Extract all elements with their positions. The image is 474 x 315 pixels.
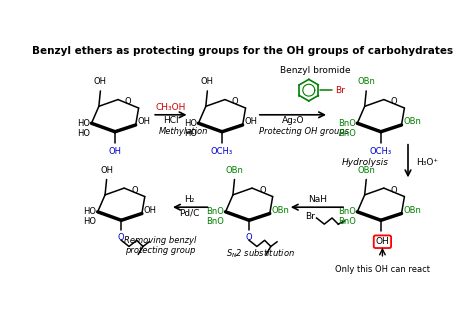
Text: BnO: BnO (338, 119, 356, 128)
Text: O: O (246, 232, 253, 242)
Text: BnO: BnO (338, 129, 356, 138)
Text: OCH₃: OCH₃ (370, 147, 392, 156)
Text: OBn: OBn (357, 166, 375, 175)
Text: OBn: OBn (403, 117, 421, 126)
Text: H₂: H₂ (184, 195, 195, 204)
Text: OBn: OBn (226, 166, 244, 175)
Text: Br: Br (335, 86, 345, 95)
Text: HO: HO (77, 129, 90, 138)
Text: O: O (259, 186, 266, 195)
Text: Benzyl ethers as protecting groups for the OH groups of carbohydrates: Benzyl ethers as protecting groups for t… (32, 45, 454, 55)
Text: HCl: HCl (163, 117, 179, 125)
Text: H₃O⁺: H₃O⁺ (416, 158, 438, 167)
Text: HO: HO (77, 119, 90, 128)
Text: OH: OH (201, 77, 214, 86)
Text: Hydrolysis: Hydrolysis (342, 158, 389, 167)
Text: OBn: OBn (271, 206, 289, 215)
Text: OBn: OBn (357, 77, 375, 86)
Text: OH: OH (137, 117, 150, 126)
Text: HO: HO (184, 129, 197, 138)
Text: Only this OH can react: Only this OH can react (335, 265, 430, 274)
Text: BnO: BnO (338, 207, 356, 216)
Text: Removing benzyl
protecting group: Removing benzyl protecting group (124, 236, 196, 255)
Text: O: O (125, 97, 132, 106)
Text: HO: HO (83, 207, 96, 216)
Text: O: O (232, 97, 238, 106)
Text: OH: OH (244, 117, 257, 126)
Text: O: O (131, 186, 138, 195)
Text: OBn: OBn (403, 206, 421, 215)
Text: CH₃OH: CH₃OH (155, 103, 186, 112)
Text: O: O (118, 232, 125, 242)
Text: BnO: BnO (338, 217, 356, 226)
Text: OH: OH (100, 166, 113, 175)
Text: HO: HO (83, 217, 96, 226)
Text: OH: OH (94, 77, 107, 86)
Text: BnO: BnO (206, 207, 224, 216)
Text: O: O (391, 186, 397, 195)
Text: OH: OH (109, 147, 121, 156)
Text: $S_N$2 substitution: $S_N$2 substitution (226, 247, 295, 260)
Text: Methylation: Methylation (158, 127, 208, 136)
Text: NaH: NaH (308, 195, 327, 204)
Text: BnO: BnO (206, 217, 224, 226)
Text: O: O (391, 97, 397, 106)
Text: Br: Br (305, 212, 315, 221)
Text: OCH₃: OCH₃ (211, 147, 233, 156)
Text: HO: HO (184, 119, 197, 128)
Text: OH: OH (144, 206, 156, 215)
Text: Benzyl bromide: Benzyl bromide (280, 66, 350, 75)
Text: OH: OH (375, 237, 389, 246)
Text: Ag₂O: Ag₂O (282, 117, 305, 125)
Text: Protecting OH groups: Protecting OH groups (259, 127, 349, 136)
Text: Pd/C: Pd/C (179, 209, 200, 218)
